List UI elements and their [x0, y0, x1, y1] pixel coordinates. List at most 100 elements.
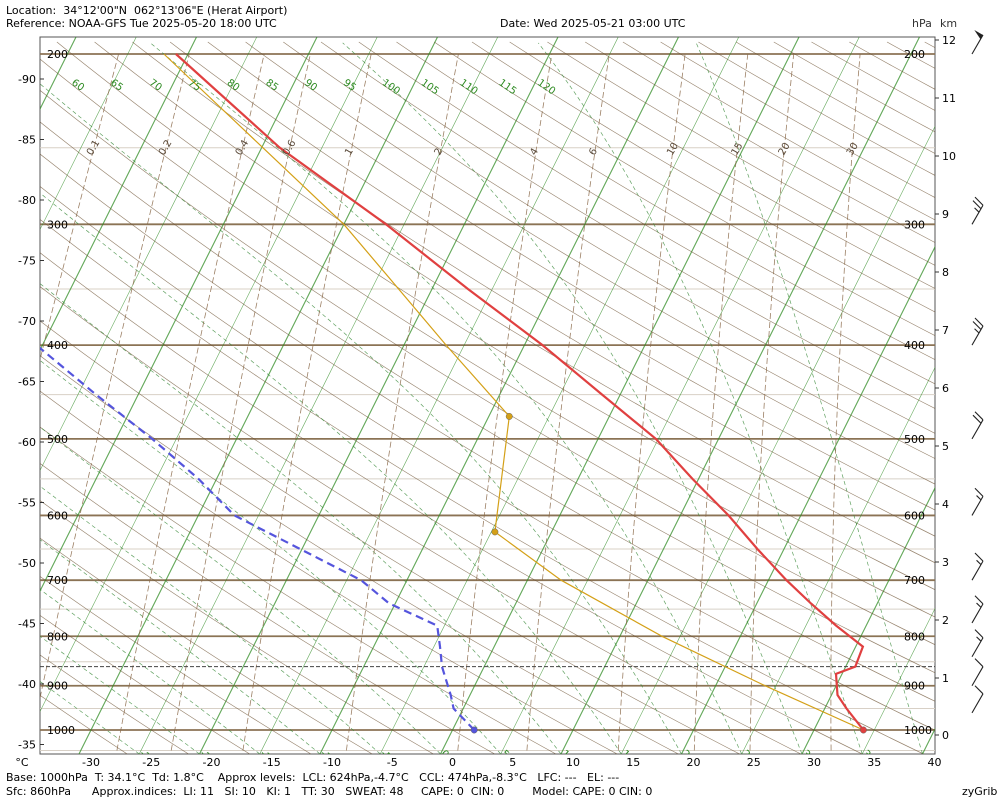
isotherm-line [861, 607, 935, 754]
dry-adiabat-line [40, 121, 935, 674]
pressure-label-right: 500 [904, 433, 925, 446]
wind-barb-half-flag [976, 602, 982, 608]
moist-adiabat-label: 10 [559, 748, 576, 765]
wind-barb [971, 196, 984, 225]
dry-adiabat-line [40, 500, 434, 754]
plot-frame [39, 36, 936, 755]
moist-adiabat-line [40, 588, 261, 754]
pressure-label-left: 600 [47, 509, 68, 522]
left-tick-label: -50 [18, 557, 36, 570]
moist-adiabat-label: -10 [318, 748, 337, 767]
left-tick-label: -60 [18, 436, 36, 449]
dry-adiabat-line [169, 41, 935, 511]
mixing-ratio-line [830, 53, 861, 751]
pressure-label-right: 300 [904, 218, 925, 231]
mixing-ratio-label: 4 [528, 147, 541, 158]
wind-barb-staff [971, 204, 984, 225]
wind-barb-flag [974, 595, 984, 605]
dry-adiabat-line [40, 537, 373, 754]
footer-line1: Base: 1000hPa T: 34.1°C Td: 1.8°C Approx… [6, 771, 620, 784]
pressure-label-left: 900 [47, 680, 68, 693]
dry-adiabat-line [40, 286, 802, 754]
isotherm-line [500, 37, 860, 754]
isotherm-line [319, 37, 679, 754]
x-tick-label: -5 [387, 756, 398, 769]
isotherm-line [620, 125, 935, 754]
x-tick-label: 30 [807, 756, 821, 769]
wind-barb-staff [971, 666, 984, 687]
moist-adiabat-label: 20 [679, 748, 696, 765]
moist-adiabat-line [40, 192, 622, 754]
moist-adiabat-label: 25 [740, 748, 757, 765]
wind-barb-flag [974, 552, 984, 562]
wind-barb [971, 487, 984, 516]
dry-adiabat-line [40, 426, 557, 754]
wind-barb-flag [974, 196, 984, 206]
km-tick-label: 4 [942, 498, 949, 511]
wind-barb-flag [974, 317, 984, 327]
x-tick-label: 25 [747, 756, 761, 769]
pressure-label-right: 200 [904, 48, 925, 61]
moist-adiabat-line [342, 42, 803, 754]
moist-adiabat-label: 35 [860, 748, 877, 765]
pressure-label-left: 500 [47, 433, 68, 446]
dry-adiabat-line [40, 575, 312, 754]
moist-adiabat-label: 5 [499, 748, 511, 760]
wind-barb-flag [972, 321, 982, 330]
mixing-ratio-line [116, 53, 265, 751]
isotherm-line [40, 37, 318, 593]
left-tick-label: -70 [18, 315, 36, 328]
dry-adiabat-line [40, 89, 935, 646]
wind-barb-pennant [974, 29, 983, 40]
pressure-label-left: 200 [47, 48, 68, 61]
wind-barb-flag [974, 487, 984, 497]
brand-label: zyGrib [962, 785, 998, 798]
left-tick-label: -75 [18, 255, 36, 268]
x-tick-label: 35 [867, 756, 881, 769]
location-text: Location: 34°12'00"N 062°13'06"E (Herat … [6, 4, 288, 17]
isotherm-line [40, 37, 378, 713]
footer-line2: Sfc: 860hPa Approx.indices: LI: 11 SI: 1… [6, 785, 653, 798]
pressure-label-left: 1000 [47, 724, 75, 737]
wind-barb-staff [971, 693, 984, 714]
pressure-label-right: 1000 [904, 724, 932, 737]
wind-barb-half-flag [974, 207, 980, 213]
wind-barb-half-flag [976, 636, 982, 642]
date-text: Date: Wed 2025-05-21 03:00 UTC [500, 17, 686, 30]
wind-barb-staff [971, 560, 984, 581]
surface_dew-marker [470, 726, 478, 734]
dry-adiabat-line [40, 218, 924, 754]
dry-adiabat-line [698, 41, 935, 176]
x-tick-label: 40 [928, 756, 942, 769]
wind-barb-staff [971, 637, 984, 658]
x-tick-label: 10 [566, 756, 580, 769]
isotherm-line [40, 37, 197, 352]
dry-adiabat-line [40, 390, 618, 754]
isotherm-line [681, 245, 935, 754]
wind-barb-staff [971, 325, 984, 346]
dry-adiabat-line [94, 41, 935, 564]
wind-barb [971, 552, 984, 581]
dry-adiabat-line [358, 41, 935, 385]
left-tick-label: -35 [18, 739, 36, 752]
wind-barb-half-flag [974, 328, 980, 334]
km-tick-label: 3 [942, 556, 949, 569]
moist-adiabat-label: -20 [197, 748, 216, 767]
wind-barb-staff [971, 34, 984, 55]
mixing-ratio-line [749, 53, 795, 751]
km-tick-label: 0 [942, 729, 949, 742]
mixing-ratio-line [693, 53, 749, 751]
wind-barb-flag [974, 411, 984, 421]
km-tick-label: 2 [942, 614, 949, 627]
km-tick-label: 12 [942, 34, 956, 47]
moist-adiabat-label: 30 [800, 748, 817, 765]
wind-barb [971, 685, 984, 714]
moist-adiabat-line [40, 485, 381, 754]
dry-adiabat-line [585, 41, 935, 243]
x-tick-label: 15 [626, 756, 640, 769]
wind-barb [971, 629, 984, 658]
wind-barb-flag [972, 200, 982, 210]
left-tick-label: -40 [18, 678, 36, 691]
km-tick-label: 5 [942, 440, 949, 453]
ccl-marker [505, 412, 513, 420]
